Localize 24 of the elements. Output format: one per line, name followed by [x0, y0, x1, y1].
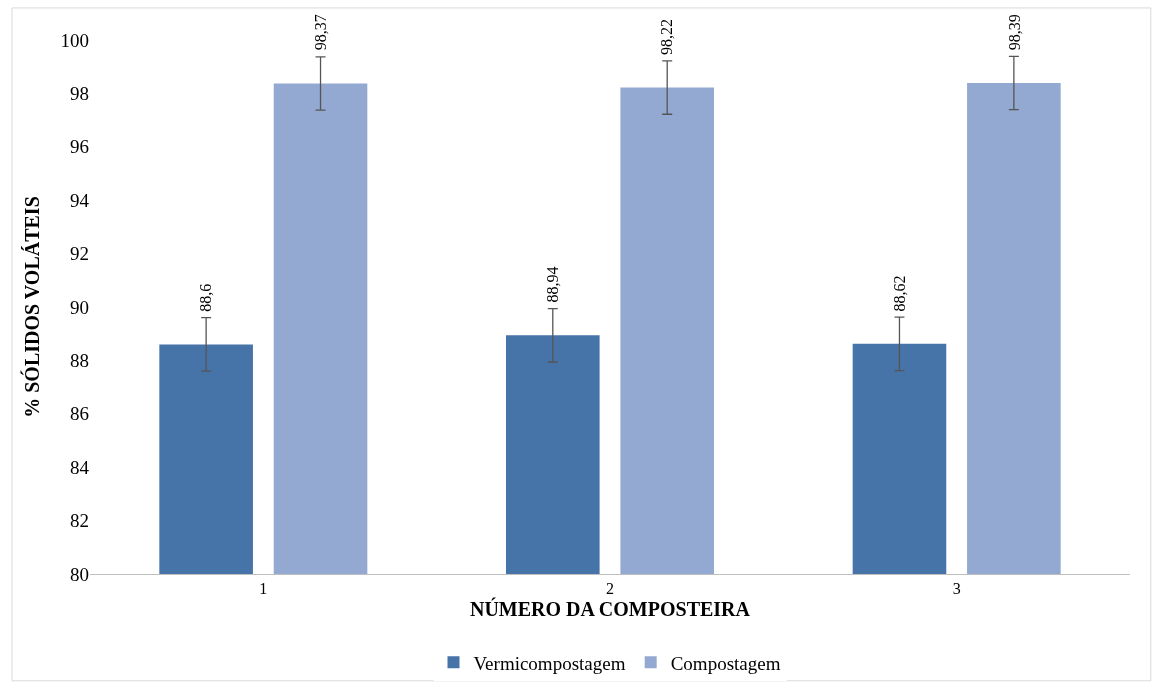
data-label: 98,39: [1005, 14, 1023, 51]
y-tick-label: 84: [70, 456, 90, 478]
x-tick-label: 1: [259, 580, 268, 598]
data-label: 98,22: [658, 19, 676, 56]
x-axis-title: NÚMERO DA COMPOSTEIRA: [469, 597, 751, 621]
y-tick-label: 86: [70, 403, 89, 425]
data-label: 88,62: [891, 275, 909, 312]
y-tick-label: 96: [70, 136, 89, 158]
legend-label: Vermicompostagem: [473, 652, 626, 674]
y-tick-label: 94: [70, 189, 90, 211]
data-label: 88,6: [197, 283, 215, 312]
y-axis-title: % SÓLIDOS VOLÁTEIS: [20, 196, 43, 418]
y-tick-label: 80: [70, 563, 89, 585]
x-tick-label: 2: [606, 580, 614, 598]
y-tick-label: 88: [70, 350, 89, 372]
y-tick-label: 100: [60, 29, 89, 51]
x-tick-label: 3: [952, 580, 961, 598]
data-label: 98,37: [311, 14, 329, 51]
data-label: 88,94: [544, 266, 562, 303]
legend-label: Compostagem: [670, 652, 781, 674]
y-tick-label: 82: [70, 510, 89, 532]
y-tick-label: 98: [70, 83, 89, 105]
y-tick-label: 92: [70, 243, 89, 265]
y-tick-label: 90: [70, 296, 89, 318]
